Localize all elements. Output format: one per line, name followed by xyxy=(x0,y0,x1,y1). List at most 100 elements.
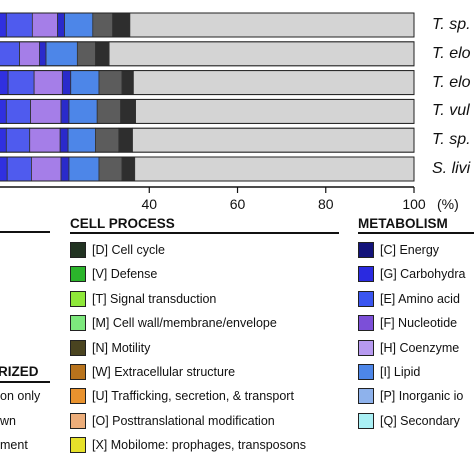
bar-segment xyxy=(120,99,137,124)
bar-segment xyxy=(67,127,96,153)
bar-outline xyxy=(0,127,415,153)
legend-label: [X] Mobilome: prophages, transposons xyxy=(92,438,307,453)
legend-label: [O] Posttranslational modification xyxy=(92,413,275,428)
legend-swatch xyxy=(70,339,86,356)
bar-outline xyxy=(0,98,415,124)
x-axis-unit: (%) xyxy=(437,196,459,212)
bar-segment xyxy=(5,12,33,38)
legend-label: [D] Cell cycle xyxy=(92,243,165,257)
legend-label: [H] Coenzyme xyxy=(380,340,460,355)
left-legend-heading: RIZED xyxy=(0,364,39,379)
legend-label: [Q] Secondary xyxy=(380,413,460,428)
bar-segment xyxy=(68,99,98,124)
bar-segment xyxy=(132,70,415,95)
bar-segment xyxy=(118,127,133,153)
legend-swatch xyxy=(358,242,374,258)
bar-segment xyxy=(0,156,8,182)
x-tick-label: 40 xyxy=(141,196,158,212)
legend-swatch xyxy=(70,290,86,307)
bar-segment xyxy=(0,41,20,67)
bar-segment xyxy=(5,99,31,124)
bar-segment xyxy=(33,70,63,95)
bar-segment xyxy=(132,127,415,153)
x-tick-label: 80 xyxy=(317,196,334,212)
bar-segment xyxy=(59,127,69,153)
legend-swatch xyxy=(358,364,374,380)
bar-outline xyxy=(0,41,415,67)
bar-segment xyxy=(7,70,35,95)
bar-outline xyxy=(0,12,415,38)
legend-label: [E] Amino acid xyxy=(380,291,460,306)
legend-swatch xyxy=(358,266,374,283)
species-label: T. sp. xyxy=(432,16,471,33)
bar-segment xyxy=(134,156,415,182)
legend-swatch xyxy=(358,290,374,307)
species-label: T. elo xyxy=(432,44,471,62)
left-legend-line-1: on only xyxy=(0,389,41,403)
metabolism-heading: METABOLISM xyxy=(358,216,448,231)
bar-segment xyxy=(129,12,415,38)
bar-segment xyxy=(60,156,70,182)
legend-label: [M] Cell wall/membrane/envelope xyxy=(92,316,277,331)
bar-segment xyxy=(19,41,40,67)
bar-segment xyxy=(0,12,7,38)
legend-label: [T] Signal transduction xyxy=(92,291,217,306)
bar-segment xyxy=(121,70,134,95)
bar-segment xyxy=(108,41,415,67)
legend-swatch xyxy=(70,315,86,332)
legend-swatch xyxy=(70,437,86,454)
left-legend-line-3: ment xyxy=(0,438,28,452)
species-label: T. vul xyxy=(432,102,470,120)
x-tick-label: 60 xyxy=(229,196,246,212)
legend-swatch xyxy=(70,388,86,405)
bar-segment xyxy=(95,41,110,67)
bar-segment xyxy=(121,156,136,182)
bar-segment xyxy=(96,99,122,124)
species-label: T. elo xyxy=(432,73,471,91)
bar-outline xyxy=(0,156,415,182)
bar-segment xyxy=(45,41,78,67)
bar-segment xyxy=(0,127,7,153)
bar-segment xyxy=(68,156,100,182)
metabolism-rule xyxy=(358,232,474,234)
legend-swatch xyxy=(358,412,374,429)
legend-swatch xyxy=(70,364,86,380)
bar-segment xyxy=(29,127,61,153)
left-legend-line-2: wn xyxy=(0,414,16,428)
species-label: S. livi xyxy=(432,160,471,177)
bar-segment xyxy=(0,70,9,95)
bar-segment xyxy=(92,12,114,38)
bar-segment xyxy=(31,156,62,182)
bar-outline xyxy=(0,70,415,96)
legend-label: [W] Extracellular structure xyxy=(92,365,236,379)
legend-label: [U] Trafficking, secretion, & transport xyxy=(92,389,294,404)
bar-segment xyxy=(112,12,131,38)
legend-swatch xyxy=(358,388,374,405)
legend-label: [P] Inorganic io xyxy=(380,389,464,404)
bar-segment xyxy=(57,12,65,38)
legend-swatch xyxy=(70,412,86,429)
bar-segment xyxy=(98,70,123,95)
x-tick-label: 100 xyxy=(402,196,426,212)
bar-segment xyxy=(70,70,100,95)
bar-segment xyxy=(61,70,72,95)
bar-segment xyxy=(60,99,70,124)
legend-label: [N] Motility xyxy=(92,340,151,355)
legend-swatch xyxy=(358,315,374,332)
bar-segment xyxy=(76,41,96,67)
bar-segment xyxy=(5,127,31,153)
left-legend-rule-2 xyxy=(0,381,50,383)
bar-segment xyxy=(0,99,7,124)
legend-swatch xyxy=(70,242,86,258)
cell-process-rule xyxy=(70,232,339,234)
bar-segment xyxy=(6,156,32,182)
legend-label: [G] Carbohydra xyxy=(380,267,466,282)
bar-segment xyxy=(31,12,58,38)
legend-swatch xyxy=(70,266,86,283)
species-label: T. sp. xyxy=(432,131,471,149)
bar-segment xyxy=(30,99,62,124)
bar-segment xyxy=(135,99,415,124)
legend-label: [F] Nucleotide xyxy=(380,316,458,331)
bar-segment xyxy=(39,41,47,67)
stacked-bar-chart xyxy=(0,12,415,193)
